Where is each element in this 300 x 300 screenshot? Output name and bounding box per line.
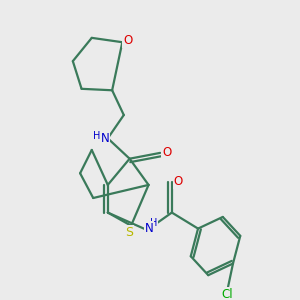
Text: O: O — [174, 176, 183, 188]
Text: S: S — [126, 226, 134, 238]
Text: N: N — [101, 132, 110, 145]
Text: O: O — [123, 34, 132, 47]
Text: Cl: Cl — [221, 288, 233, 300]
Text: H: H — [93, 131, 100, 141]
Text: H: H — [150, 218, 157, 228]
Text: N: N — [145, 222, 154, 235]
Text: O: O — [162, 146, 171, 159]
